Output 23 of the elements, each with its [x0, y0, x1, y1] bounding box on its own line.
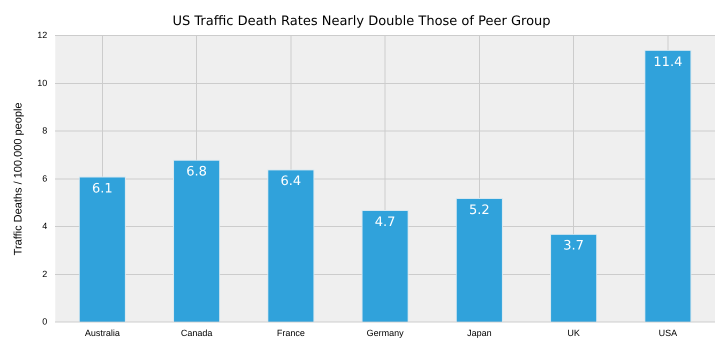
x-tick-label: UK	[567, 328, 580, 338]
y-tick-label: 10	[37, 78, 48, 88]
x-tick-label: Germany	[366, 328, 404, 338]
y-tick-label: 6	[42, 173, 48, 184]
y-tick-label: 8	[42, 126, 48, 136]
y-tick-label: 0	[42, 316, 48, 327]
chart-title: US Traffic Death Rates Nearly Double Those of Peer Group	[172, 14, 551, 30]
x-tick-label: Japan	[467, 328, 492, 338]
y-tick-label: 4	[42, 221, 48, 232]
x-tick-label: USA	[658, 328, 678, 338]
data-label: 5.2	[469, 202, 490, 218]
x-tick-label: Australia	[84, 328, 120, 338]
data-label: 6.4	[280, 174, 302, 190]
data-label: 3.7	[563, 238, 584, 254]
data-label: 11.4	[653, 54, 682, 70]
y-axis-title: Traffic Deaths / 100,000 people	[12, 102, 25, 256]
y-tick-label: 12	[37, 30, 48, 40]
data-label: 6.8	[186, 164, 207, 180]
x-tick-label: Canada	[180, 328, 212, 338]
data-label: 6.1	[92, 181, 113, 196]
data-label: 4.7	[374, 214, 396, 230]
y-tick-label: 2	[42, 268, 48, 279]
x-tick-label: France	[276, 328, 305, 338]
